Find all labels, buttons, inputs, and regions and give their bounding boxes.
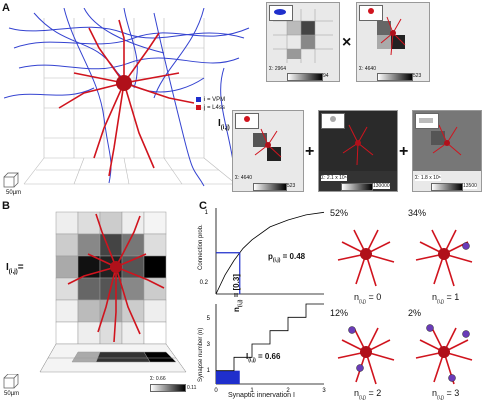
legend-blue-swatch	[196, 96, 201, 102]
panel-b-max: 0.11	[187, 385, 197, 391]
panel-b-letter: B	[2, 200, 10, 212]
mini-box-bottom-1: Σ: 4640 523	[232, 110, 304, 192]
panel-c-charts: 1 0.2 1 3 5 0 1 2 3	[200, 208, 326, 394]
panel-b-sum: Σ: 0.66	[150, 376, 166, 382]
top-prob-curve	[215, 211, 325, 295]
neuron-2-n: n(i,j) = 2	[354, 388, 382, 401]
n-annotation: n(i,j) = [0.3]	[232, 274, 244, 312]
xtick-0: 0	[214, 388, 218, 394]
panel-c-letter: C	[199, 200, 207, 212]
neuron-3-pct: 2%	[408, 308, 422, 318]
legend-red-swatch	[196, 104, 201, 110]
neuron-outcomes: 52% 34% 12% 2% n(i,j) = 0 n(i,j) = 1 n(i…	[330, 200, 482, 401]
mini-box-l4ss: Σ: 4640 523	[356, 2, 430, 82]
grey-neuron-icon	[321, 113, 345, 129]
mini-box-bottom-2: Σ: 2.1 x 10⁵ 130000	[318, 110, 398, 192]
neuron-2-pct: 12%	[330, 308, 349, 318]
top-ytick-1: 1	[205, 210, 209, 216]
scale-cube-b-icon	[3, 374, 19, 389]
scale-a-label: 50µm	[6, 190, 22, 196]
panel-a-letter: A	[2, 2, 10, 14]
mini-b1-density	[253, 128, 282, 161]
vpm-axon-icon	[269, 5, 293, 21]
legend-i: i = VPM	[204, 97, 226, 103]
neuron-1-pct: 34%	[408, 208, 427, 218]
legend-j: j = L4ss	[204, 105, 225, 111]
mini-l4ss-density	[377, 16, 406, 56]
panel-b-3d-view	[39, 211, 187, 373]
grey-axon-icon	[415, 113, 439, 129]
xtick-1: 1	[250, 388, 254, 394]
bot-ylabel: Synapse number (n)	[198, 327, 204, 382]
neuron-1-n: n(i,j) = 1	[432, 292, 460, 305]
bot-ytick-3: 3	[207, 342, 211, 348]
mini-box-bottom-3: Σ: 1.8 x 10⁶ 13500	[412, 110, 482, 192]
top-ylabel: Connection prob.	[198, 224, 204, 270]
panel-a-3d-view	[4, 8, 250, 187]
bot-ytick-5: 5	[207, 316, 211, 322]
neuron-3-n: n(i,j) = 3	[432, 388, 460, 401]
l4ss-neuron-icon	[359, 5, 383, 21]
xtick-2: 2	[286, 388, 290, 394]
panel-b-lhs: I(i,j)=	[6, 262, 24, 275]
neuron-0-n: n(i,j) = 0	[354, 292, 382, 305]
post-neuron-icon	[235, 113, 259, 129]
op-times: ×	[342, 34, 352, 51]
mini-vpm-density	[273, 9, 333, 63]
op-plus-2: +	[399, 143, 409, 160]
neuron-0-pct: 52%	[330, 208, 349, 218]
p-annotation: p(i,j) = 0.48	[268, 252, 306, 264]
i-annotation: I(i,j) = 0.66	[246, 352, 281, 364]
xtick-3: 3	[322, 388, 326, 394]
op-plus-1: +	[305, 143, 315, 160]
neuron-drawings	[337, 229, 473, 385]
top-ytick-02: 0.2	[200, 280, 209, 286]
mini-box-vpm: Σ: 2964 94	[266, 2, 340, 82]
scale-cube-a-icon	[3, 172, 19, 188]
bot-ytick-1: 1	[207, 368, 211, 374]
x-label: Synaptic innervation I	[228, 392, 295, 399]
bot-step-curve	[216, 303, 324, 372]
scale-b-label: 50µm	[4, 391, 20, 397]
bot-innervation-fill	[216, 370, 240, 384]
